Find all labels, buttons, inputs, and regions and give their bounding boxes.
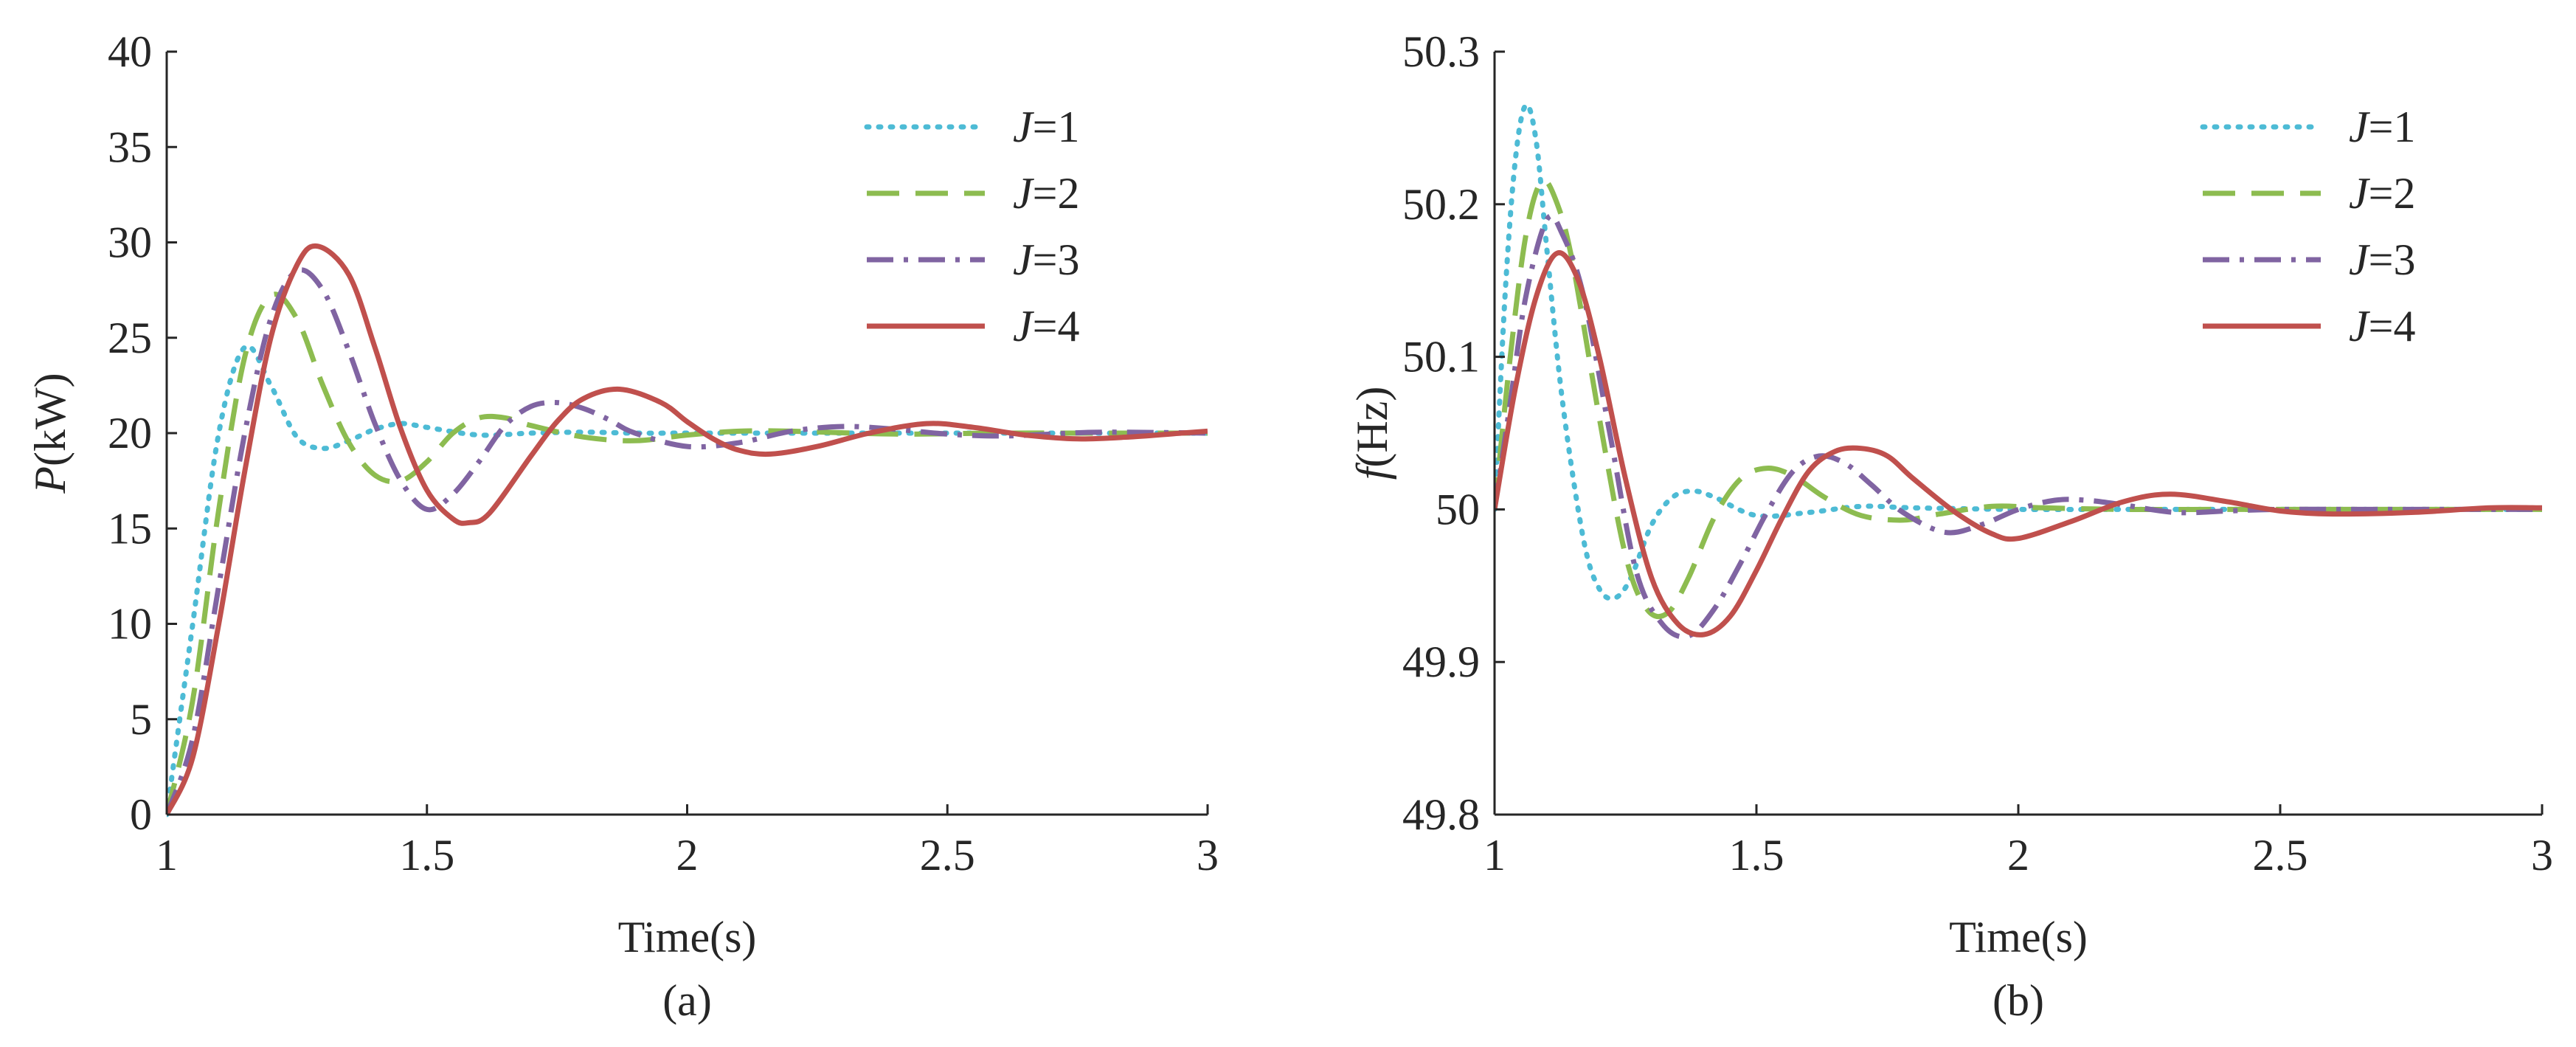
series-group	[1495, 102, 2542, 640]
y-tick-label: 50.2	[1402, 180, 1480, 229]
legend-label-symbol: J	[2349, 235, 2370, 284]
legend-label-value: =2	[1033, 169, 1080, 218]
legend-label-4: J=4	[2349, 302, 2415, 350]
x-tick-label: 3	[2531, 831, 2553, 880]
y-tick-label: 15	[108, 504, 152, 553]
x-tick-label: 2.5	[2253, 831, 2308, 880]
x-tick-label: 1	[156, 831, 178, 880]
panel-label: (a)	[662, 976, 712, 1025]
y-axis-label-unit: (kW)	[26, 373, 75, 466]
legend-label-2: J=2	[2349, 169, 2415, 218]
legend-label-3: J=3	[1013, 235, 1079, 284]
legend-label-value: =4	[1033, 302, 1080, 350]
legend-label-symbol: J	[2349, 169, 2370, 218]
x-tick-label: 2.5	[920, 831, 975, 880]
power-chart: 1 1.5 2 2.5 30510152025303540Time(s)(a)P(kW)…	[26, 27, 1219, 1025]
y-tick-label: 50.1	[1402, 333, 1480, 381]
series-line-2	[167, 291, 1208, 815]
legend-label-value: =3	[1033, 235, 1080, 284]
legend-label-3: J=3	[2349, 235, 2415, 284]
y-tick-label: 49.8	[1402, 790, 1480, 839]
x-axis-label: Time(s)	[1949, 913, 2088, 961]
panel-label: (b)	[1992, 976, 2044, 1025]
legend: J=1J=2J=3J=4	[2200, 103, 2415, 350]
y-tick-label: 35	[108, 122, 152, 171]
legend-label-value: =4	[2369, 302, 2416, 350]
y-tick-label: 25	[108, 314, 152, 362]
legend-label-value: =3	[2369, 235, 2416, 284]
legend-label-symbol: J	[1013, 302, 1034, 350]
y-tick-label: 40	[108, 27, 152, 76]
series-line-4	[1495, 250, 2542, 637]
legend-label-4: J=4	[1013, 302, 1079, 350]
series-line-2	[1495, 177, 2542, 620]
legend-label-symbol: J	[2349, 302, 2370, 350]
legend-label-2: J=2	[1013, 169, 1079, 218]
frequency-chart: 1 1.5 2 2.5 3 49.8 49.9 50 50.1 50.2 50.3 Time(s) (b…	[1348, 27, 2553, 1025]
series-line-4	[167, 243, 1208, 816]
legend-label-symbol: J	[1013, 235, 1034, 284]
legend-label-value: =1	[2369, 103, 2416, 151]
series-group	[167, 243, 1208, 818]
legend-label-value: =1	[1033, 103, 1080, 151]
y-tick-label: 50.3	[1402, 27, 1480, 76]
legend-label-symbol: J	[1013, 103, 1034, 151]
x-tick-label: 2	[676, 831, 699, 880]
x-axis-label: Time(s)	[618, 913, 757, 961]
series-line-3	[1495, 212, 2542, 640]
y-tick-label: 5	[130, 695, 152, 744]
y-axis-label: f(Hz)	[1348, 387, 1396, 480]
y-axis-label-symbol: P	[26, 466, 75, 494]
y-tick-label: 50	[1436, 485, 1480, 533]
y-tick-label: 10	[108, 600, 152, 649]
x-tick-label: 2	[2007, 831, 2029, 880]
legend-label-symbol: J	[1013, 169, 1034, 218]
legend-label-1: J=1	[1013, 103, 1079, 151]
x-tick-label: 1	[1483, 831, 1506, 880]
y-tick-label: 49.9	[1402, 637, 1480, 686]
y-axis-label-unit: (Hz)	[1348, 387, 1396, 468]
y-tick-label: 0	[130, 790, 152, 839]
x-tick-label: 1.5	[399, 831, 454, 880]
y-tick-label: 20	[108, 409, 152, 457]
legend: J=1J=2J=3J=4	[864, 103, 1079, 350]
legend-label-symbol: J	[2349, 103, 2370, 151]
y-tick-label: 30	[108, 218, 152, 267]
legend-label-value: =2	[2369, 169, 2416, 218]
x-tick-label: 1.5	[1729, 831, 1784, 880]
x-tick-label: 3	[1197, 831, 1219, 880]
legend-label-1: J=1	[2349, 103, 2415, 151]
y-axis-label: P(kW)	[26, 373, 75, 494]
